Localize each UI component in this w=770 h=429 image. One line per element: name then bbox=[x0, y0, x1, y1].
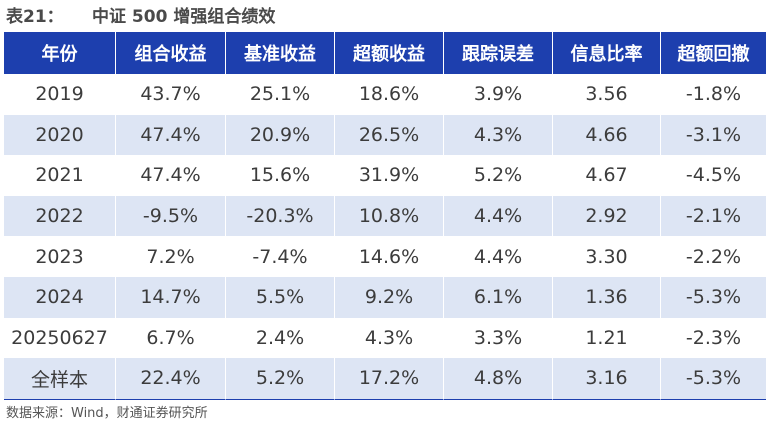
table-row: 2022 -9.5% -20.3% 10.8% 4.4% 2.92 -2.1% bbox=[4, 195, 766, 237]
cell-tracking-error: 3.9% bbox=[443, 74, 552, 115]
cell-tracking-error: 4.3% bbox=[443, 114, 552, 156]
table-row: 2021 47.4% 15.6% 31.9% 5.2% 4.67 -4.5% bbox=[4, 155, 766, 196]
cell-excess-drawdown: -4.5% bbox=[660, 155, 766, 196]
cell-excess-drawdown: -2.3% bbox=[660, 317, 766, 359]
cell-excess-return: 31.9% bbox=[334, 155, 443, 196]
cell-tracking-error: 4.8% bbox=[443, 358, 552, 400]
cell-excess-drawdown: -5.3% bbox=[660, 358, 766, 400]
cell-benchmark-return: 5.5% bbox=[225, 276, 334, 318]
cell-year: 20250627 bbox=[4, 317, 115, 359]
cell-benchmark-return: 2.4% bbox=[225, 317, 334, 359]
header-portfolio-return: 组合收益 bbox=[115, 32, 225, 74]
table-number: 表21： bbox=[6, 7, 64, 27]
cell-information-ratio: 4.66 bbox=[552, 114, 660, 156]
cell-benchmark-return: 20.9% bbox=[225, 114, 334, 156]
cell-excess-drawdown: -5.3% bbox=[660, 276, 766, 318]
cell-tracking-error: 3.3% bbox=[443, 317, 552, 359]
cell-excess-drawdown: -2.2% bbox=[660, 236, 766, 277]
header-tracking-error: 跟踪误差 bbox=[443, 32, 552, 74]
cell-information-ratio: 3.30 bbox=[552, 236, 660, 277]
cell-excess-return: 9.2% bbox=[334, 276, 443, 318]
cell-excess-return: 26.5% bbox=[334, 114, 443, 156]
header-excess-drawdown: 超额回撤 bbox=[660, 32, 766, 74]
cell-information-ratio: 1.36 bbox=[552, 276, 660, 318]
cell-year: 全样本 bbox=[4, 358, 115, 400]
table-row: 2020 47.4% 20.9% 26.5% 4.3% 4.66 -3.1% bbox=[4, 114, 766, 156]
table-row: 2024 14.7% 5.5% 9.2% 6.1% 1.36 -5.3% bbox=[4, 276, 766, 318]
cell-portfolio-return: 47.4% bbox=[115, 155, 225, 196]
cell-year: 2019 bbox=[4, 74, 115, 115]
cell-excess-return: 10.8% bbox=[334, 195, 443, 237]
cell-portfolio-return: 47.4% bbox=[115, 114, 225, 156]
cell-benchmark-return: 5.2% bbox=[225, 358, 334, 400]
cell-information-ratio: 2.92 bbox=[552, 195, 660, 237]
cell-information-ratio: 1.21 bbox=[552, 317, 660, 359]
cell-year: 2020 bbox=[4, 114, 115, 156]
cell-excess-drawdown: -3.1% bbox=[660, 114, 766, 156]
header-excess-return: 超额收益 bbox=[334, 32, 443, 74]
cell-portfolio-return: 7.2% bbox=[115, 236, 225, 277]
cell-year: 2022 bbox=[4, 195, 115, 237]
cell-portfolio-return: 6.7% bbox=[115, 317, 225, 359]
cell-information-ratio: 4.67 bbox=[552, 155, 660, 196]
cell-year: 2021 bbox=[4, 155, 115, 196]
performance-table: 年份 组合收益 基准收益 超额收益 跟踪误差 信息比率 超额回撤 2019 43… bbox=[4, 32, 766, 400]
cell-benchmark-return: 25.1% bbox=[225, 74, 334, 115]
table-title-text: 中证 500 增强组合绩效 bbox=[92, 7, 276, 27]
cell-portfolio-return: 22.4% bbox=[115, 358, 225, 400]
cell-benchmark-return: 15.6% bbox=[225, 155, 334, 196]
cell-excess-return: 4.3% bbox=[334, 317, 443, 359]
cell-tracking-error: 5.2% bbox=[443, 155, 552, 196]
cell-year: 2024 bbox=[4, 276, 115, 318]
cell-excess-return: 18.6% bbox=[334, 74, 443, 115]
header-information-ratio: 信息比率 bbox=[552, 32, 660, 74]
cell-tracking-error: 6.1% bbox=[443, 276, 552, 318]
cell-excess-return: 17.2% bbox=[334, 358, 443, 400]
header-year: 年份 bbox=[4, 32, 115, 74]
data-source-note: 数据来源：Wind，财通证券研究所 bbox=[6, 406, 208, 421]
cell-information-ratio: 3.16 bbox=[552, 358, 660, 400]
table-row: 2023 7.2% -7.4% 14.6% 4.4% 3.30 -2.2% bbox=[4, 236, 766, 277]
cell-year: 2023 bbox=[4, 236, 115, 277]
cell-excess-return: 14.6% bbox=[334, 236, 443, 277]
cell-portfolio-return: 14.7% bbox=[115, 276, 225, 318]
cell-excess-drawdown: -1.8% bbox=[660, 74, 766, 115]
table-title: 表21： 中证 500 增强组合绩效 bbox=[6, 4, 275, 30]
cell-benchmark-return: -7.4% bbox=[225, 236, 334, 277]
cell-information-ratio: 3.56 bbox=[552, 74, 660, 115]
cell-portfolio-return: 43.7% bbox=[115, 74, 225, 115]
table-row: 2019 43.7% 25.1% 18.6% 3.9% 3.56 -1.8% bbox=[4, 74, 766, 115]
table-row: 全样本 22.4% 5.2% 17.2% 4.8% 3.16 -5.3% bbox=[4, 358, 766, 400]
table-row: 20250627 6.7% 2.4% 4.3% 3.3% 1.21 -2.3% bbox=[4, 317, 766, 359]
cell-excess-drawdown: -2.1% bbox=[660, 195, 766, 237]
header-benchmark-return: 基准收益 bbox=[225, 32, 334, 74]
cell-tracking-error: 4.4% bbox=[443, 236, 552, 277]
cell-portfolio-return: -9.5% bbox=[115, 195, 225, 237]
header-row: 年份 组合收益 基准收益 超额收益 跟踪误差 信息比率 超额回撤 bbox=[4, 32, 766, 74]
cell-benchmark-return: -20.3% bbox=[225, 195, 334, 237]
cell-tracking-error: 4.4% bbox=[443, 195, 552, 237]
